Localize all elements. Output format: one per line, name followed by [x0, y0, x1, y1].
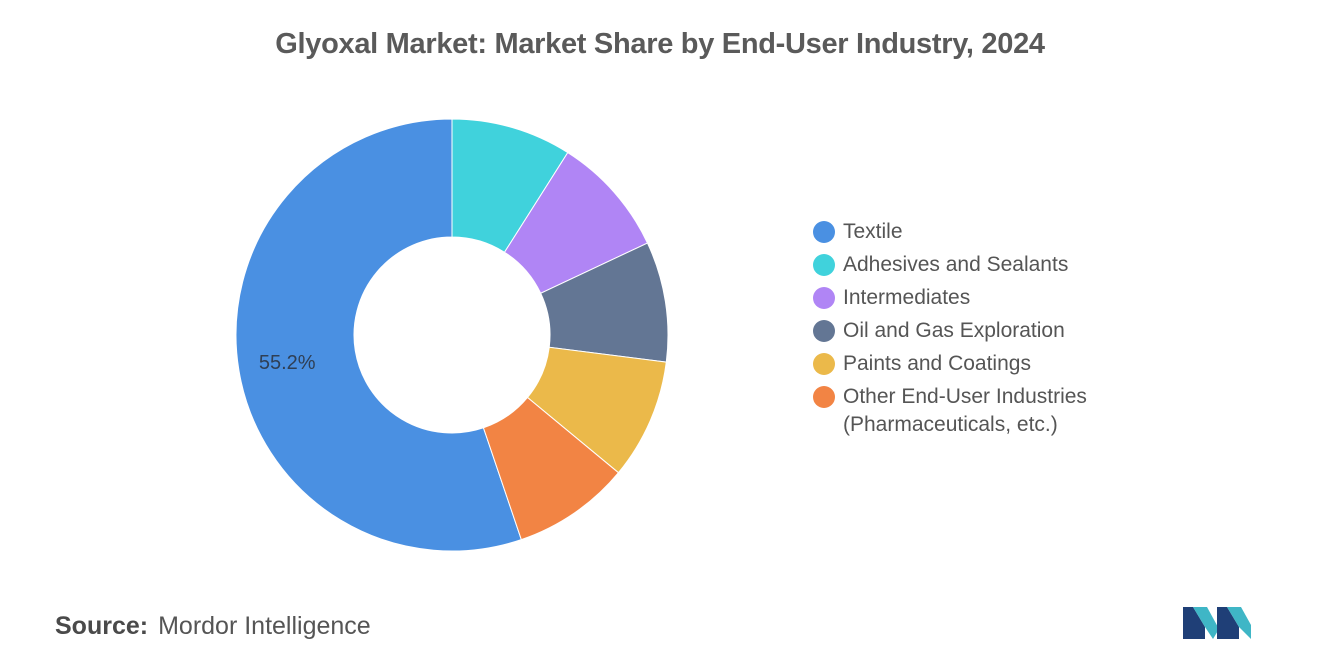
legend-label: Oil and Gas Exploration: [843, 319, 1065, 342]
legend-item-oil-and-gas-exploration: Oil and Gas Exploration: [813, 317, 1153, 345]
legend-item-other-end-user-industries: Other End-User Industries (Pharmaceutica…: [813, 383, 1153, 439]
legend-item-textile: Textile: [813, 218, 1153, 246]
legend-label: Adhesives and Sealants: [843, 253, 1069, 276]
chart-legend: Textile Adhesives and Sealants Intermedi…: [813, 218, 1153, 444]
legend-swatch: [813, 320, 835, 342]
legend-item-intermediates: Intermediates: [813, 284, 1153, 312]
legend-label: Paints and Coatings: [843, 352, 1031, 375]
data-label-textile: 55.2%: [259, 352, 316, 374]
chart-title: Glyoxal Market: Market Share by End-User…: [275, 28, 1045, 60]
legend-swatch: [813, 254, 835, 276]
source-label: Source:: [55, 612, 149, 640]
source-value: Mordor Intelligence: [158, 612, 371, 640]
donut-slices: [235, 118, 669, 552]
legend-swatch: [813, 386, 835, 408]
legend-label: Other End-User Industries (Pharmaceutica…: [843, 385, 1087, 436]
legend-label: Textile: [843, 220, 903, 243]
legend-swatch: [813, 353, 835, 375]
legend-item-adhesives-and-sealants: Adhesives and Sealants: [813, 251, 1153, 279]
donut-slice-textile: [235, 118, 522, 552]
legend-swatch: [813, 287, 835, 309]
donut-data-labels: 55.2%: [259, 352, 316, 374]
donut-slice-other-end-user-industries-pharmaceuticals-etc: [482, 396, 620, 541]
legend-item-paints-and-coatings: Paints and Coatings: [813, 350, 1153, 378]
mordor-intelligence-logo-icon: [1183, 607, 1251, 639]
source-note: Source: Mordor Intelligence: [55, 612, 371, 641]
legend-swatch: [813, 221, 835, 243]
legend-label: Intermediates: [843, 286, 971, 309]
